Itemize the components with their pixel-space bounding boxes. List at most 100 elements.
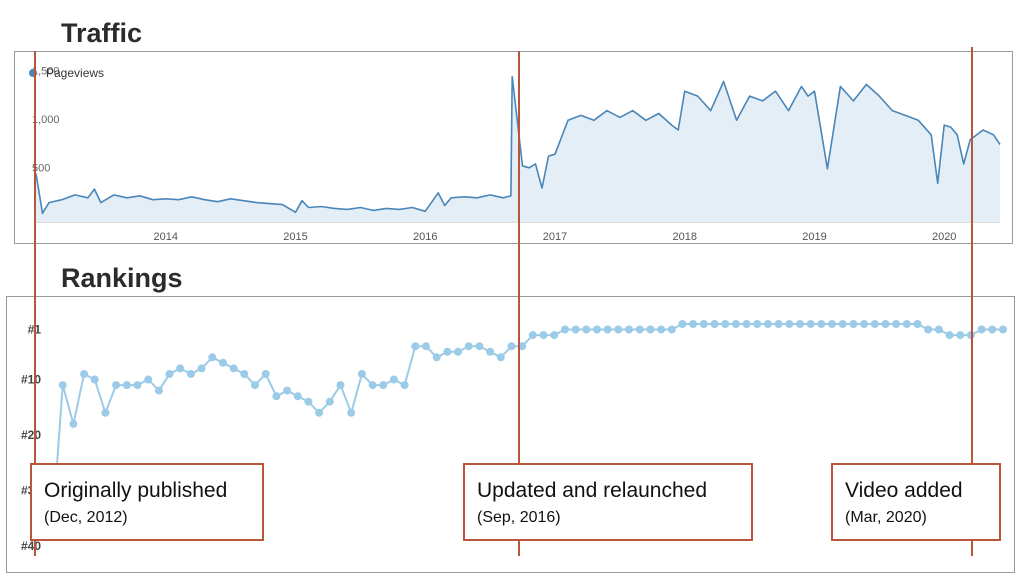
ranking-point [112, 381, 121, 390]
ranking-point [924, 325, 933, 334]
annotation-date: (Dec, 2012) [44, 509, 128, 526]
ranking-point [208, 353, 217, 362]
ranking-point [240, 370, 249, 378]
ranking-point [603, 325, 612, 334]
ranking-point [657, 325, 666, 334]
ranking-point [849, 320, 858, 328]
ranking-point [379, 381, 388, 390]
annotation-date: (Sep, 2016) [477, 509, 561, 526]
ranking-point [80, 370, 89, 378]
ranking-point [913, 320, 922, 328]
annotation-video: Video added (Mar, 2020) [831, 463, 1001, 541]
ranking-point [753, 320, 762, 328]
ranking-point [347, 408, 356, 417]
ranking-point [582, 325, 591, 334]
ranking-point [507, 342, 516, 351]
ranking-point [881, 320, 890, 328]
ranking-point [325, 397, 334, 406]
ranking-point [817, 320, 826, 328]
ranking-point [731, 320, 740, 328]
ranking-point [315, 408, 324, 417]
y-tick-label: #10 [21, 373, 41, 387]
ranking-point [101, 408, 110, 417]
ranking-point [721, 320, 730, 328]
ranking-point [956, 331, 965, 340]
x-tick-label: 2018 [672, 231, 696, 243]
ranking-point [796, 320, 804, 328]
ranking-point [69, 419, 78, 428]
marker-line-video [971, 47, 973, 556]
traffic-chart: 500 1,000 1,500 2014 2015 2016 2017 2018 2019 202… [29, 66, 1001, 243]
ranking-point [154, 386, 163, 395]
ranking-point [860, 320, 869, 328]
ranking-point [357, 370, 366, 378]
ranking-point [635, 325, 644, 334]
ranking-point [528, 331, 537, 340]
ranking-point [689, 320, 698, 328]
ranking-point [625, 325, 633, 334]
ranking-point [518, 342, 527, 351]
ranking-point [945, 331, 954, 340]
x-tick-label: 2020 [932, 231, 956, 243]
ranking-point [763, 320, 772, 328]
ranking-point [133, 381, 142, 390]
ranking-point [432, 353, 441, 362]
ranking-point [614, 325, 623, 334]
ranking-point [368, 381, 377, 390]
ranking-point [165, 370, 174, 378]
ranking-point [422, 342, 430, 351]
ranking-point [229, 364, 238, 373]
traffic-chart-panel: 500 1,000 1,500 2014 2015 2016 2017 2018 2019 202… [14, 51, 1013, 244]
ranking-point [219, 358, 227, 367]
ranking-point [999, 325, 1007, 334]
ranking-point [176, 364, 185, 373]
y-tick-label: #40 [21, 539, 41, 553]
annotation-label: Video added [845, 479, 963, 502]
rankings-title: Rankings [61, 263, 183, 293]
ranking-point [283, 386, 292, 395]
ranking-point [742, 320, 751, 328]
ranking-point [678, 320, 687, 328]
marker-line-relaunched [518, 51, 520, 556]
ranking-point [593, 325, 601, 334]
ranking-point [806, 320, 815, 328]
ranking-point [389, 375, 398, 384]
annotation-date: (Mar, 2020) [845, 509, 927, 526]
ranking-point [486, 347, 495, 356]
ranking-point [571, 325, 580, 334]
ranking-point [400, 381, 409, 390]
ranking-point [902, 320, 911, 328]
ranking-point [293, 392, 302, 401]
ranking-point [58, 381, 67, 390]
x-tick-label: 2016 [413, 231, 437, 243]
x-tick-label: 2015 [283, 231, 307, 243]
ranking-point [892, 320, 901, 328]
pageviews-line [35, 75, 1001, 215]
ranking-point [667, 325, 676, 334]
ranking-point [988, 325, 997, 334]
ranking-point [934, 325, 943, 334]
ranking-point [454, 347, 462, 356]
ranking-point [560, 325, 569, 334]
y-tick-label: 1,000 [32, 114, 60, 126]
y-tick-label: 500 [32, 163, 50, 175]
ranking-point [261, 370, 270, 378]
y-tick-label: 1,500 [32, 66, 60, 78]
ranking-point [464, 342, 473, 351]
ranking-point [186, 370, 195, 378]
annotation-label: Updated and relaunched [477, 479, 708, 502]
ranking-point [90, 375, 99, 384]
ranking-point [828, 320, 836, 328]
annotation-label: Originally published [44, 479, 228, 502]
ranking-point [496, 353, 505, 362]
ranking-point [838, 320, 847, 328]
x-tick-label: 2014 [154, 231, 178, 243]
ranking-point [550, 331, 559, 340]
ranking-point [785, 320, 794, 328]
ranking-point [122, 381, 131, 390]
y-tick-label: #20 [21, 428, 41, 442]
ranking-point [304, 397, 313, 406]
ranking-point [272, 392, 281, 401]
ranking-point [646, 325, 655, 334]
ranking-point [539, 331, 548, 340]
